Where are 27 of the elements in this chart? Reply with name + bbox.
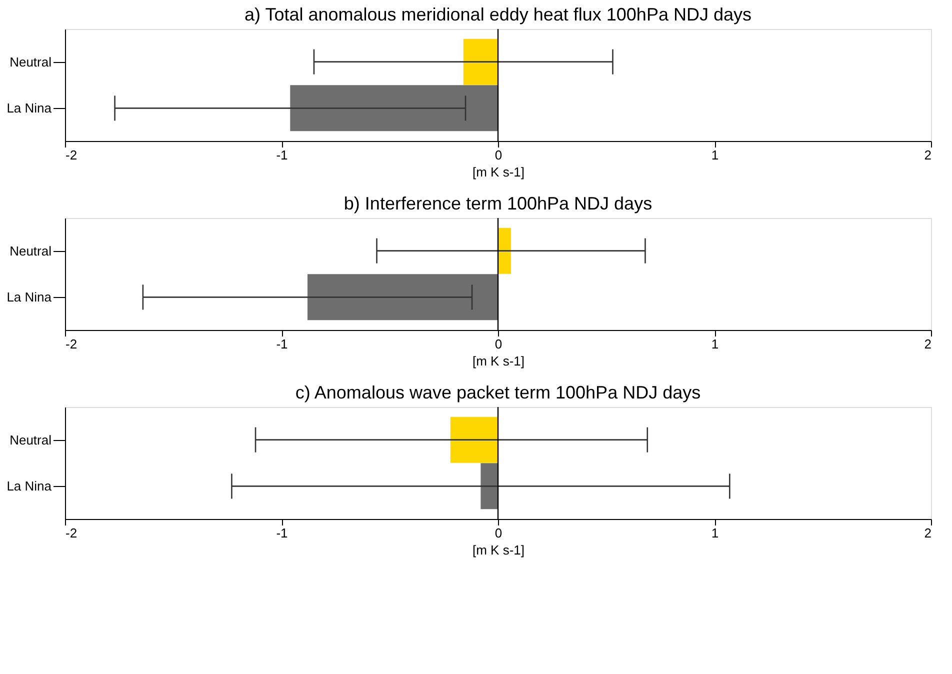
x-tick-label: -2: [66, 148, 78, 162]
x-tick-label: 0: [494, 526, 502, 540]
x-tick-label: 0: [494, 148, 502, 162]
chart-title: c) Anomalous wave packet term 100hPa NDJ days: [295, 382, 701, 402]
x-tick-label: -1: [276, 526, 288, 540]
x-tick-label: 2: [924, 336, 932, 352]
x-tick-label: -2: [66, 526, 78, 540]
x-tick-label: 1: [711, 526, 719, 540]
y-tick-label: Neutral: [10, 432, 52, 448]
x-axis-title: [m K s-1]: [472, 354, 525, 368]
y-tick-label: La Nina: [6, 290, 52, 305]
chart-title: a) Total anomalous meridional eddy heat flux 100hPa NDJ days: [244, 4, 752, 24]
x-tick-label: 2: [924, 526, 932, 540]
chart-title: b) Interference term 100hPa NDJ days: [344, 193, 652, 214]
x-tick-label: 2: [924, 148, 932, 162]
x-tick-label: -1: [276, 148, 288, 162]
x-tick-label: 1: [711, 336, 719, 352]
x-axis-title: [m K s-1]: [472, 542, 525, 558]
x-tick-label: 1: [711, 148, 719, 162]
x-tick-label: -1: [276, 336, 288, 352]
x-tick-label: -2: [66, 336, 78, 352]
y-tick-label: Neutral: [10, 54, 52, 70]
x-axis-title: [m K s-1]: [472, 164, 525, 180]
x-tick-label: 0: [494, 336, 502, 352]
y-tick-label: Neutral: [10, 243, 52, 258]
y-tick-label: La Nina: [6, 100, 52, 116]
y-tick-label: La Nina: [6, 478, 52, 494]
